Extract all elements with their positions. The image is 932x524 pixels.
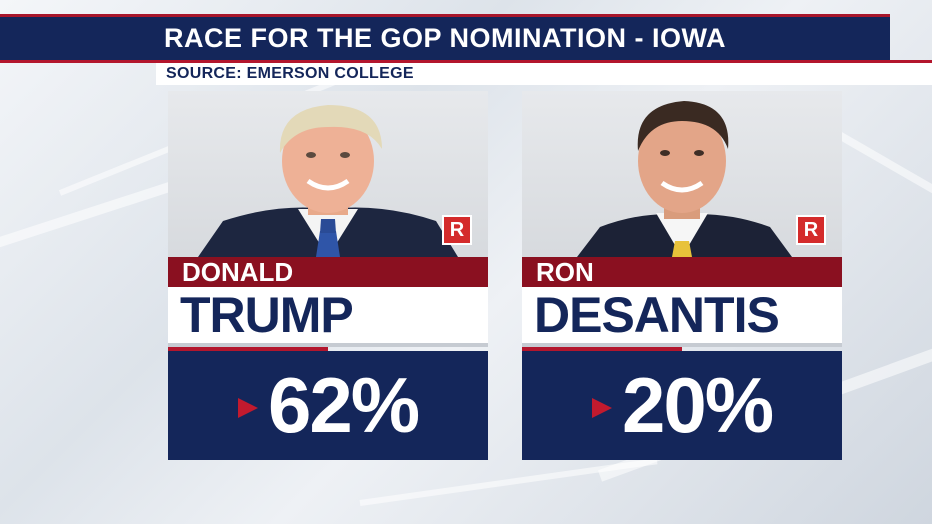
title-accent-line — [0, 60, 932, 63]
last-name: TRUMP — [180, 287, 354, 343]
candidate-photo: R — [168, 91, 488, 257]
last-name-bar: TRUMP — [168, 287, 488, 347]
candidate-photo: R — [522, 91, 842, 257]
name-accent-line — [522, 347, 682, 351]
source-bar: SOURCE: EMERSON COLLEGE — [156, 63, 932, 85]
first-name-bar: DONALD — [168, 257, 488, 287]
play-arrow-icon — [591, 397, 612, 418]
percent-box: 62% — [168, 351, 488, 460]
play-arrow-icon — [237, 397, 258, 418]
party-badge: R — [796, 215, 826, 245]
last-name: DESANTIS — [534, 287, 780, 343]
candidate-card-desantis: R RON DESANTIS 20% — [522, 91, 842, 460]
portrait-illustration — [577, 101, 792, 257]
poll-percent: 20% — [621, 361, 774, 449]
poll-percent: 62% — [267, 361, 420, 449]
source-label: SOURCE: EMERSON COLLEGE — [166, 65, 414, 82]
party-badge: R — [442, 215, 472, 245]
page-title: RACE FOR THE GOP NOMINATION - IOWA — [164, 23, 726, 53]
name-accent-line — [168, 347, 328, 351]
first-name: RON — [536, 256, 594, 287]
last-name-bar: DESANTIS — [522, 287, 842, 347]
first-name: DONALD — [182, 256, 294, 287]
candidate-card-trump: R DONALD TRUMP 62% — [168, 91, 488, 460]
percent-box: 20% — [522, 351, 842, 460]
title-bar: RACE FOR THE GOP NOMINATION - IOWA — [0, 14, 890, 60]
first-name-bar: RON — [522, 257, 842, 287]
portrait-illustration — [198, 105, 458, 257]
